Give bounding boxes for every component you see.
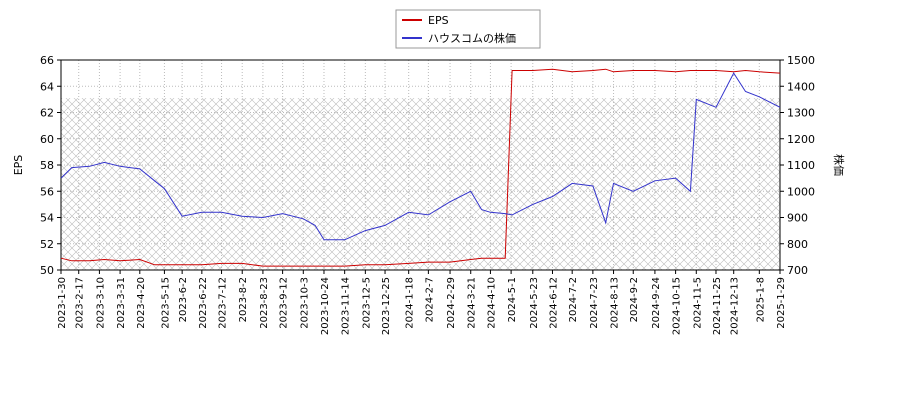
x-tick-label: 2024-2-29 [446, 277, 457, 329]
y2-tick-label: 1300 [787, 107, 815, 120]
x-tick-label: 2024-12-13 [730, 277, 741, 335]
y-tick-label: 64 [40, 80, 54, 93]
x-tick-label: 2024-5-1 [507, 277, 518, 322]
x-tick-label: 2023-10-24 [320, 277, 331, 335]
x-tick-label: 2024-11-25 [712, 277, 723, 335]
x-tick-label: 2024-4-10 [486, 277, 497, 329]
y-tick-label: 58 [40, 159, 54, 172]
x-tick-label: 2024-3-21 [467, 277, 478, 329]
x-tick-label: 2024-8-13 [610, 277, 621, 329]
x-tick-label: 2023-9-12 [279, 277, 290, 329]
y-tick-label: 56 [40, 185, 54, 198]
x-tick-label: 2024-1-18 [405, 277, 416, 329]
x-tick-label: 2023-11-14 [341, 277, 352, 335]
x-tick-label: 2023-5-15 [160, 277, 171, 329]
x-tick-label: 2023-8-23 [259, 277, 270, 329]
plot-frame [60, 59, 781, 271]
x-tick-label: 2023-12-5 [361, 277, 372, 329]
y-tick-label: 52 [40, 238, 54, 251]
x-tick-label: 2025-1-8 [755, 277, 766, 322]
x-tick-label: 2023-2-17 [75, 277, 86, 329]
x-tick-label: 2024-7-2 [568, 277, 579, 322]
y2-tick-label: 1200 [787, 133, 815, 146]
y-tick-label: 60 [40, 133, 54, 146]
x-tick-label: 2023-7-12 [218, 277, 229, 329]
series-line [60, 72, 781, 241]
y-axis-label: EPS [12, 155, 25, 176]
x-tick-label: 2024-5-23 [529, 277, 540, 329]
x-tick-label: 2023-6-2 [178, 277, 189, 322]
y-tick-label: 66 [40, 54, 54, 67]
y-tick-label: 54 [40, 212, 54, 225]
x-tick-label: 2023-8-2 [238, 277, 249, 322]
series-line [60, 68, 781, 267]
legend-box [395, 9, 541, 49]
legend-label: EPS [428, 14, 449, 27]
x-tick-label: 2024-7-23 [589, 277, 600, 329]
x-tick-label: 2024-10-15 [672, 277, 683, 335]
x-tick-label: 2024-9-24 [651, 277, 662, 329]
y2-tick-label: 1400 [787, 80, 815, 93]
x-tick-label: 2025-1-29 [776, 277, 787, 329]
y2-tick-label: 800 [787, 238, 808, 251]
legend-label: ハウスコムの株価 [428, 31, 516, 45]
x-tick-label: 2024-11-5 [692, 277, 703, 329]
x-tick-label: 2024-9-2 [629, 277, 640, 322]
x-tick-label: 2023-1-30 [57, 277, 68, 329]
y2-tick-label: 1100 [787, 159, 815, 172]
x-tick-label: 2023-3-10 [95, 277, 106, 329]
y-tick-label: 50 [40, 264, 54, 277]
y2-tick-label: 700 [787, 264, 808, 277]
x-tick-label: 2023-3-31 [116, 277, 127, 329]
y2-tick-label: 1000 [787, 185, 815, 198]
x-tick-label: 2023-4-20 [136, 277, 147, 329]
y2-tick-label: 1500 [787, 54, 815, 67]
y2-axis-label: 株価 [832, 154, 846, 176]
x-tick-label: 2023-6-22 [198, 277, 209, 329]
y-tick-label: 62 [40, 107, 54, 120]
hatched-region [61, 98, 780, 270]
x-tick-label: 2024-6-12 [548, 277, 559, 329]
x-tick-label: 2023-10-3 [299, 277, 310, 329]
y2-tick-label: 900 [787, 212, 808, 225]
x-tick-label: 2024-2-7 [424, 277, 435, 322]
x-tick-label: 2023-12-25 [381, 277, 392, 335]
